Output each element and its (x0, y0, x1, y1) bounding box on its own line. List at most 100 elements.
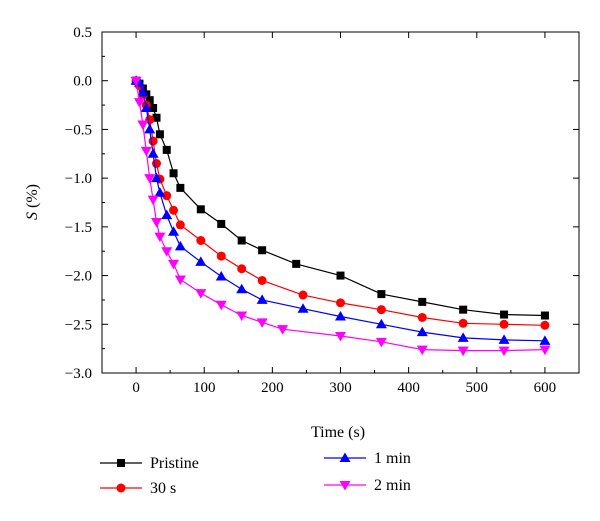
data-point (335, 331, 346, 342)
data-point (336, 271, 345, 280)
data-point (154, 232, 166, 243)
data-point (237, 264, 247, 274)
series-0 (132, 76, 549, 320)
data-point (168, 259, 180, 270)
data-point (540, 320, 550, 330)
data-point (215, 271, 227, 281)
legend-marker (116, 483, 126, 493)
data-point (152, 159, 162, 169)
data-point (498, 346, 510, 357)
y-tick-label: −1.5 (65, 220, 92, 236)
data-point (137, 86, 149, 97)
data-point (376, 305, 386, 315)
data-point (175, 220, 185, 230)
data-point (195, 256, 207, 266)
data-point (292, 259, 301, 268)
legend-item-1: 30 s (100, 480, 176, 497)
data-point (457, 332, 469, 342)
data-point (375, 318, 387, 329)
data-point (458, 318, 468, 328)
data-point (147, 148, 159, 158)
data-point (215, 300, 227, 311)
data-point (174, 240, 186, 251)
data-point (140, 102, 152, 112)
data-point (133, 98, 145, 108)
data-point (154, 187, 166, 197)
data-point (375, 337, 387, 348)
data-point (148, 136, 158, 146)
data-point (258, 246, 267, 255)
data-point (149, 103, 158, 112)
y-tick-label: −0.5 (65, 122, 92, 138)
data-point (147, 195, 159, 206)
y-axis-label: S (%) (24, 184, 41, 220)
data-point (151, 217, 163, 228)
data-point (236, 283, 248, 294)
x-axis-label: Time (s) (311, 424, 365, 441)
data-point (176, 183, 185, 192)
y-tick-label: −3.0 (65, 366, 92, 382)
x-tick-label: 0 (132, 380, 140, 396)
legend-item-0: Pristine (100, 455, 199, 472)
data-point (217, 219, 226, 228)
y-tick-label: −1.0 (65, 171, 92, 187)
series-line (135, 80, 545, 317)
y-tick-label: 0.0 (73, 74, 92, 90)
x-tick-label: 300 (329, 380, 352, 396)
y-tick-label: −2.0 (65, 269, 92, 285)
data-point (196, 205, 205, 214)
data-point (459, 305, 468, 314)
series-2 (130, 75, 551, 345)
series-line (135, 80, 545, 326)
axes: 0 100 200 300 400 500 600 0.5 0.0 −0.5 −1.0 −1.5 −2.… (65, 25, 580, 396)
data-point (162, 191, 172, 201)
data-point (457, 346, 469, 357)
legend-label: 30 s (150, 480, 176, 497)
legend-marker (339, 452, 351, 462)
data-point (195, 289, 207, 299)
x-tick-label: 400 (397, 380, 420, 396)
data-point (130, 76, 142, 87)
series-3 (130, 76, 551, 357)
data-point (161, 247, 173, 257)
data-point (336, 298, 345, 308)
data-point (257, 275, 267, 285)
legend-label: Pristine (150, 455, 199, 472)
data-point (161, 209, 173, 220)
data-point (277, 325, 289, 335)
data-point (377, 290, 386, 299)
y-axis-label-unit: (%) (24, 184, 41, 212)
data-point (539, 335, 551, 345)
data-point (162, 145, 171, 154)
data-point (137, 120, 149, 131)
data-point (152, 113, 161, 122)
series-line (135, 80, 545, 342)
data-point (216, 251, 226, 261)
data-point (335, 310, 346, 321)
series-layer (130, 75, 551, 357)
data-point (416, 345, 428, 356)
data-point (174, 275, 186, 285)
legend-marker (117, 459, 125, 467)
data-point (500, 310, 509, 319)
data-point (151, 172, 163, 183)
legend-item-2: 1 min (324, 450, 411, 467)
legend-marker (339, 481, 351, 491)
x-tick-label: 200 (261, 380, 284, 396)
legend-label: 1 min (374, 450, 411, 467)
data-point (168, 226, 180, 236)
legend-label: 2 min (374, 477, 411, 494)
x-tick-label: 500 (466, 380, 489, 396)
data-point (236, 311, 248, 322)
series-line (135, 80, 545, 352)
legend: Pristine 30 s 1 min 2 min (100, 450, 411, 497)
data-point (144, 123, 156, 134)
data-point (297, 303, 309, 313)
data-point (140, 146, 152, 157)
data-point (416, 326, 428, 337)
data-point (499, 319, 509, 329)
data-point (237, 236, 246, 245)
data-point (417, 312, 427, 322)
y-tick-label: −2.5 (65, 317, 92, 333)
